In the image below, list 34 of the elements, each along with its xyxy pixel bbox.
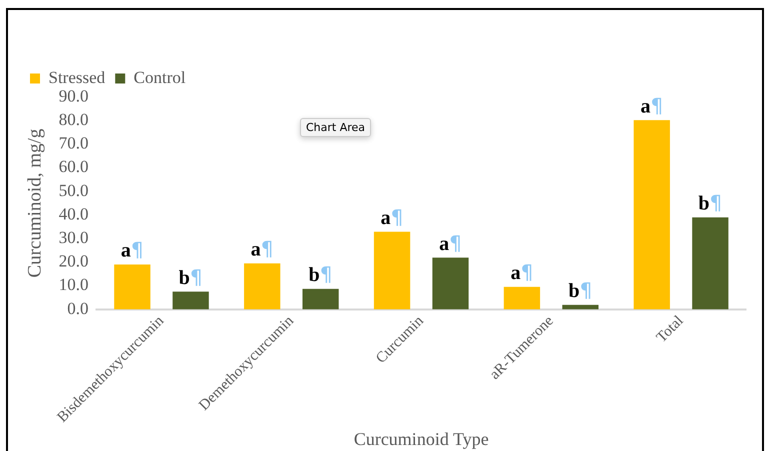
y-axis-title: Curcuminoid, mg/g [24, 128, 46, 278]
data-label: a¶ [120, 238, 144, 262]
y-tick-label: 40.0 [58, 204, 89, 224]
bar [692, 217, 728, 310]
y-tick-label: 50.0 [58, 180, 89, 200]
data-label: a¶ [640, 93, 664, 118]
legend-label: Stressed [48, 68, 106, 87]
data-label: b¶ [308, 262, 333, 286]
bar [504, 286, 540, 310]
bar [432, 258, 469, 310]
data-label: b¶ [698, 190, 722, 215]
y-tick-label: 70.0 [58, 134, 89, 153]
bar [114, 264, 150, 310]
y-tick-label: 20.0 [58, 252, 89, 271]
bar [634, 120, 670, 310]
data-label: b¶ [178, 264, 203, 289]
data-label: a¶ [380, 204, 404, 229]
bar [374, 232, 410, 310]
x-axis-title: Curcuminoid Type [354, 428, 489, 449]
data-label: b¶ [568, 278, 592, 302]
y-tick-label: 0.0 [67, 298, 89, 318]
y-tick-label: 30.0 [58, 228, 89, 248]
data-label: a¶ [510, 260, 534, 284]
y-tick-label: 10.0 [58, 275, 89, 294]
annotation: Chart Area [300, 118, 372, 137]
bar [244, 263, 280, 310]
y-tick-label: 90.0 [58, 86, 89, 106]
bar [172, 292, 209, 310]
bar [302, 288, 339, 310]
data-label: a¶ [439, 230, 462, 255]
y-tick-label: 60.0 [58, 157, 89, 176]
data-label: a¶ [250, 236, 274, 261]
legend-label: Control [134, 68, 186, 87]
y-tick-label: 80.0 [58, 110, 89, 130]
